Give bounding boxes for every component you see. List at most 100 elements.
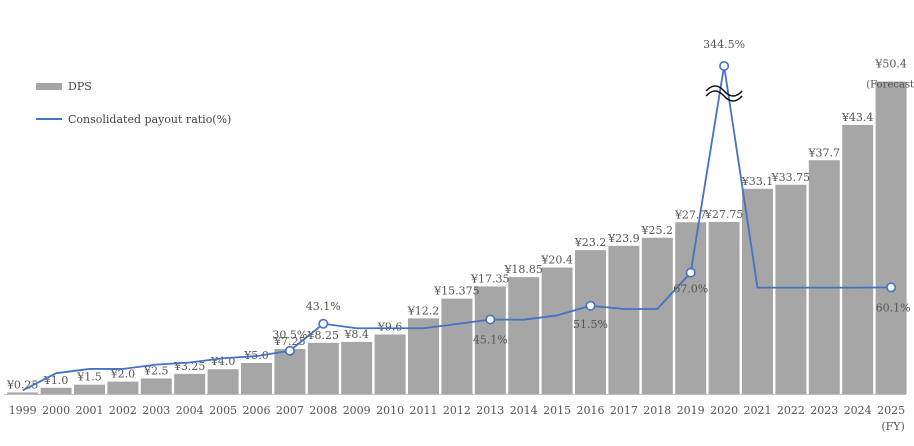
- x-tick-2007: 2007: [276, 404, 304, 417]
- dps-bar-2020: [708, 221, 740, 394]
- dps-bar-2005: [207, 369, 239, 394]
- x-tick-2010: 2010: [376, 404, 404, 417]
- x-unit-label: (FY): [881, 420, 904, 433]
- axis-break-mark-2: [705, 90, 743, 102]
- dps-label-2013: ¥17.35: [470, 272, 510, 285]
- dps-label-2025: ¥50.4: [874, 58, 907, 71]
- dps-bar-2010: [374, 334, 406, 394]
- dps-bar-2024: [842, 124, 874, 395]
- legend-label-dps: DPS: [68, 79, 92, 93]
- dps-label-2003: ¥2.5: [143, 365, 169, 378]
- dps-label-2024: ¥43.4: [841, 111, 874, 124]
- dps-label-2011: ¥12.2: [407, 304, 440, 317]
- dps-label-2015: ¥20.4: [540, 254, 573, 267]
- dps-label-2009: ¥8.4: [343, 328, 369, 341]
- x-tick-2017: 2017: [610, 404, 638, 417]
- dps-bar-2004: [174, 373, 206, 394]
- payout-label-2020: 344.5%: [703, 38, 745, 51]
- x-tick-2012: 2012: [443, 404, 471, 417]
- dps-bar-2002: [107, 381, 139, 394]
- dps-bar-2001: [74, 384, 105, 394]
- dps-bar-2014: [508, 277, 540, 394]
- dps-bar-2000: [40, 387, 72, 394]
- dps-label-2023: ¥37.7: [808, 146, 841, 159]
- dps-bar-2019: [675, 222, 707, 394]
- dps-label-2020: ¥27.75: [704, 208, 744, 221]
- x-tick-2011: 2011: [410, 404, 438, 417]
- payout-label-2007: 30.5%: [272, 329, 307, 342]
- legend-swatch-payout-ratio: [36, 118, 62, 120]
- payout-point-2008: [318, 318, 329, 329]
- x-tick-2013: 2013: [476, 404, 504, 417]
- dps-label-2018: ¥25.2: [641, 224, 674, 237]
- dps-bar-2011: [408, 318, 439, 394]
- dps-bar-2016: [575, 250, 606, 394]
- dps-label-2001: ¥1.5: [76, 371, 102, 384]
- x-tick-2006: 2006: [243, 404, 271, 417]
- dps-label-2002: ¥2.0: [110, 368, 136, 381]
- payout-point-2007: [284, 345, 295, 356]
- payout-label-2019: 67.0%: [673, 283, 708, 296]
- dps-label-2008: ¥8.25: [307, 329, 340, 342]
- x-tick-2014: 2014: [510, 404, 538, 417]
- payout-point-2020: [719, 60, 730, 71]
- legend-swatch-dps: [36, 82, 62, 90]
- x-tick-2015: 2015: [543, 404, 571, 417]
- x-tick-2009: 2009: [343, 404, 371, 417]
- dps-label-2022: ¥33.75: [771, 171, 811, 184]
- x-tick-2024: 2024: [844, 404, 872, 417]
- x-tick-2004: 2004: [176, 404, 204, 417]
- dps-bar-2007: [274, 349, 306, 394]
- payout-label-2008: 43.1%: [306, 300, 341, 313]
- x-tick-2025: 2025: [877, 404, 905, 417]
- legend-label-payout-ratio: Consolidated payout ratio(%): [68, 112, 232, 126]
- legend-item-dps: DPS: [36, 78, 231, 94]
- dps-bar-2017: [608, 245, 640, 394]
- x-tick-2023: 2023: [810, 404, 838, 417]
- dps-label-1999: ¥0.25: [6, 378, 39, 391]
- dps-bar-2003: [140, 378, 172, 394]
- dps-bar-1999: [7, 392, 39, 394]
- dps-bar-2009: [341, 341, 373, 394]
- dps-bar-2012: [441, 298, 473, 394]
- forecast-note: (Forecast): [866, 80, 914, 91]
- x-tick-2016: 2016: [577, 404, 605, 417]
- x-tick-2005: 2005: [209, 404, 237, 417]
- dps-bar-2018: [641, 237, 673, 394]
- dps-bar-2013: [474, 286, 506, 394]
- payout-point-2013: [485, 314, 496, 325]
- dps-bar-2023: [808, 160, 840, 394]
- x-tick-2008: 2008: [309, 404, 337, 417]
- x-tick-1999: 1999: [9, 404, 37, 417]
- x-tick-2021: 2021: [744, 404, 772, 417]
- x-tick-2018: 2018: [643, 404, 671, 417]
- x-tick-2019: 2019: [677, 404, 705, 417]
- x-tick-2002: 2002: [109, 404, 137, 417]
- dps-bar-2006: [241, 363, 272, 394]
- legend-item-payout-ratio: Consolidated payout ratio(%): [36, 111, 231, 127]
- axis-break-mark: [705, 85, 743, 97]
- dps-label-2016: ¥23.2: [574, 236, 607, 249]
- x-tick-2020: 2020: [710, 404, 738, 417]
- payout-ratio-line: [22, 65, 892, 392]
- dps-label-2014: ¥18.85: [503, 263, 543, 276]
- dps-bar-2015: [541, 267, 573, 394]
- dps-label-2012: ¥15.375: [433, 285, 480, 298]
- legend: DPS Consolidated payout ratio(%): [36, 78, 231, 144]
- x-tick-2000: 2000: [42, 404, 70, 417]
- payout-label-2025: 60.1%: [876, 301, 911, 314]
- dps-bar-2022: [775, 184, 807, 394]
- dps-bar-2025: [875, 81, 907, 395]
- dps-label-2019: ¥27.7: [674, 208, 707, 221]
- dps-label-2021: ¥33.1: [741, 175, 774, 188]
- x-tick-2003: 2003: [142, 404, 170, 417]
- payout-label-2013: 45.1%: [473, 333, 508, 346]
- dps-label-2010: ¥9.6: [377, 320, 403, 333]
- dps-label-2017: ¥23.9: [607, 232, 640, 245]
- payout-point-2016: [585, 300, 596, 311]
- dps-bar-2008: [307, 342, 339, 394]
- payout-point-2019: [685, 267, 696, 278]
- x-tick-2022: 2022: [777, 404, 805, 417]
- dps-label-2000: ¥1.0: [43, 374, 69, 387]
